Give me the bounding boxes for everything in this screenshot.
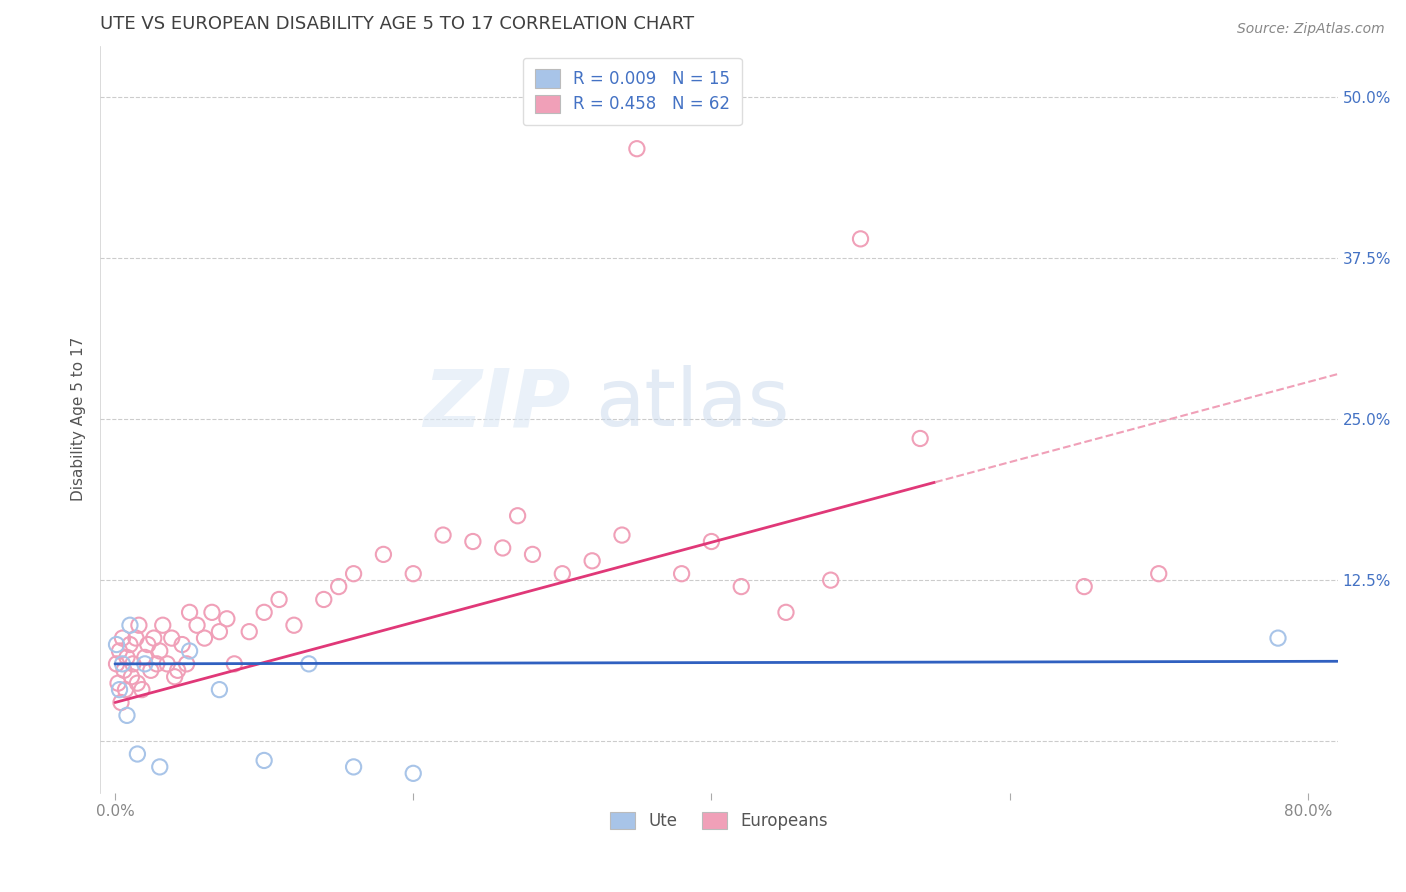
Point	[142, 631, 165, 645]
Point	[111, 631, 134, 645]
Point	[492, 541, 515, 555]
Point	[115, 650, 138, 665]
Legend: Ute, Europeans: Ute, Europeans	[603, 805, 835, 837]
Point	[224, 657, 246, 671]
Point	[522, 548, 544, 562]
Point	[267, 592, 290, 607]
Point	[131, 682, 153, 697]
Point	[108, 644, 131, 658]
Point	[166, 663, 188, 677]
Point	[1073, 580, 1095, 594]
Point	[115, 708, 138, 723]
Point	[125, 631, 148, 645]
Point	[730, 580, 752, 594]
Point	[160, 631, 183, 645]
Point	[114, 682, 136, 697]
Point	[342, 566, 364, 581]
Point	[136, 638, 159, 652]
Point	[110, 696, 132, 710]
Text: UTE VS EUROPEAN DISABILITY AGE 5 TO 17 CORRELATION CHART: UTE VS EUROPEAN DISABILITY AGE 5 TO 17 C…	[100, 15, 695, 33]
Point	[176, 657, 198, 671]
Point	[215, 612, 238, 626]
Point	[134, 657, 156, 671]
Point	[105, 657, 128, 671]
Point	[328, 580, 350, 594]
Point	[253, 754, 276, 768]
Point	[201, 605, 224, 619]
Point	[149, 760, 172, 774]
Point	[107, 676, 129, 690]
Point	[122, 657, 145, 671]
Point	[193, 631, 215, 645]
Point	[179, 605, 201, 619]
Point	[342, 760, 364, 774]
Point	[208, 682, 231, 697]
Point	[551, 566, 574, 581]
Y-axis label: Disability Age 5 to 17: Disability Age 5 to 17	[72, 337, 86, 501]
Point	[402, 766, 425, 780]
Point	[312, 592, 335, 607]
Point	[506, 508, 529, 523]
Point	[849, 232, 872, 246]
Point	[111, 657, 134, 671]
Point	[127, 676, 149, 690]
Point	[253, 605, 276, 619]
Point	[1267, 631, 1289, 645]
Point	[118, 618, 141, 632]
Point	[671, 566, 693, 581]
Text: Source: ZipAtlas.com: Source: ZipAtlas.com	[1237, 22, 1385, 37]
Point	[700, 534, 723, 549]
Point	[163, 670, 186, 684]
Text: atlas: atlas	[595, 365, 790, 443]
Point	[120, 670, 142, 684]
Point	[775, 605, 797, 619]
Point	[298, 657, 321, 671]
Point	[139, 663, 162, 677]
Point	[134, 650, 156, 665]
Point	[146, 657, 169, 671]
Point	[152, 618, 174, 632]
Point	[156, 657, 179, 671]
Point	[626, 142, 648, 156]
Point	[1147, 566, 1170, 581]
Point	[105, 638, 128, 652]
Point	[108, 682, 131, 697]
Point	[461, 534, 484, 549]
Point	[127, 747, 149, 761]
Text: ZIP: ZIP	[423, 365, 571, 443]
Point	[402, 566, 425, 581]
Point	[149, 644, 172, 658]
Point	[118, 638, 141, 652]
Point	[610, 528, 633, 542]
Point	[820, 573, 842, 587]
Point	[432, 528, 454, 542]
Point	[172, 638, 194, 652]
Point	[373, 548, 395, 562]
Point	[581, 554, 603, 568]
Point	[112, 663, 135, 677]
Point	[283, 618, 305, 632]
Point	[208, 624, 231, 639]
Point	[238, 624, 260, 639]
Point	[908, 432, 931, 446]
Point	[186, 618, 208, 632]
Point	[179, 644, 201, 658]
Point	[128, 618, 150, 632]
